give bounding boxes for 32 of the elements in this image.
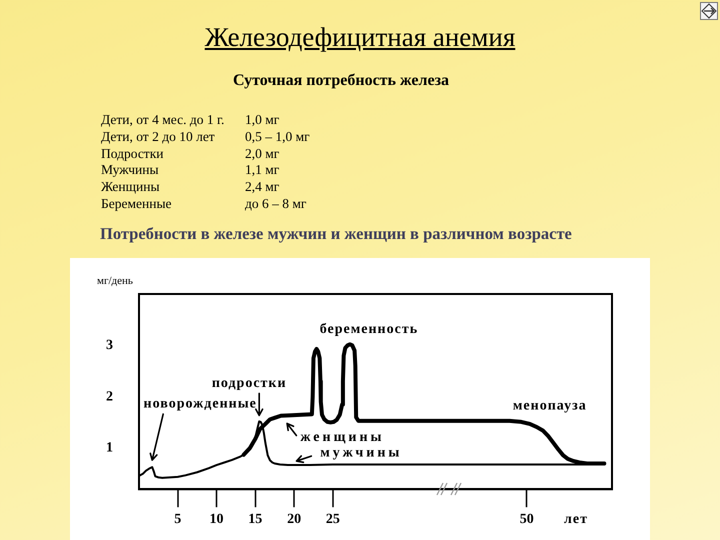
- annotation: менопауза: [512, 398, 587, 414]
- x-tick-label: 15: [248, 512, 262, 528]
- annotation: подростки: [212, 376, 287, 392]
- annotation: беременность: [320, 322, 418, 337]
- text: Женщины: [101, 179, 161, 196]
- y-tick-label: 2: [106, 389, 113, 404]
- x-axis-title: лет: [564, 512, 588, 527]
- text: 2,0 мг: [245, 146, 280, 162]
- x-tick-label: 25: [326, 512, 340, 528]
- text: 2,4 мг: [245, 179, 280, 196]
- text: Подростки: [101, 146, 164, 162]
- y-axis-title: мг/день: [97, 274, 133, 287]
- x-tick-label: 20: [287, 512, 302, 528]
- x-tick-label: 10: [210, 512, 224, 528]
- y-tick-label: 1: [106, 440, 113, 456]
- text: до 6 – 8 мг: [245, 196, 308, 213]
- annotation: новорожденные: [144, 396, 257, 412]
- legend-label: мужчины: [320, 446, 402, 461]
- text: Потребности в железе мужчин и женщин в различном возрасте: [100, 224, 572, 243]
- x-tick-label: 50: [520, 512, 534, 528]
- legend-label: женщины: [300, 430, 384, 446]
- text: 1,1 мг: [245, 162, 280, 180]
- text: Беременные: [101, 196, 173, 213]
- x-tick-label: 5: [174, 512, 182, 528]
- chart-subtitle: Суточная потребность железа: [232, 72, 450, 90]
- text: Мужчины: [101, 162, 160, 180]
- text: 0,5 – 1,0 мг: [245, 128, 310, 146]
- text: 1,0 мг: [245, 112, 280, 129]
- chart-title: Железодефицитная анемия: [204, 22, 516, 52]
- text: Дети, от 4 мес. до 1 г.: [101, 112, 226, 129]
- y-tick-label: 3: [106, 338, 113, 353]
- text: Дети, от 2 до 10 лет: [101, 128, 216, 146]
